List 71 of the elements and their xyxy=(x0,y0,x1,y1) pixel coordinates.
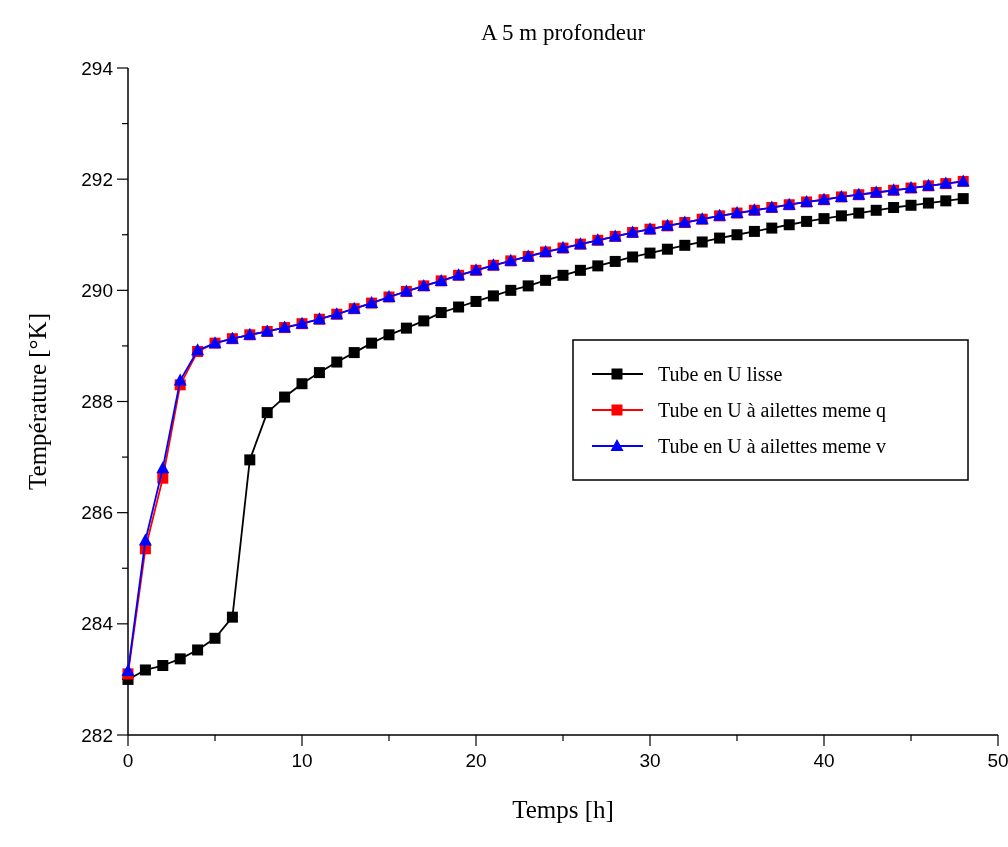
y-tick-label: 292 xyxy=(81,168,113,190)
y-tick-label: 282 xyxy=(81,724,113,746)
point xyxy=(853,207,865,219)
x-tick-label: 50 xyxy=(987,750,1008,771)
y-tick-label: 286 xyxy=(81,502,113,524)
point xyxy=(192,644,204,656)
point xyxy=(574,264,586,276)
point xyxy=(540,274,552,286)
point xyxy=(766,222,778,234)
point xyxy=(261,407,273,419)
legend-label: Tube en U à ailettes meme q xyxy=(658,399,887,422)
point xyxy=(505,284,517,296)
y-axis-title: Température [°K] xyxy=(24,313,51,490)
point xyxy=(121,664,135,677)
point xyxy=(400,322,412,334)
point xyxy=(905,199,917,211)
point xyxy=(173,373,187,386)
point xyxy=(174,653,186,665)
point xyxy=(138,533,152,546)
point xyxy=(279,391,291,403)
point xyxy=(522,280,534,292)
point xyxy=(209,632,221,644)
x-tick-label: 40 xyxy=(813,750,835,771)
point xyxy=(366,337,378,349)
point xyxy=(331,356,343,368)
point xyxy=(557,269,569,281)
point xyxy=(835,210,847,222)
point xyxy=(731,229,743,241)
point xyxy=(313,367,325,379)
chart-title: A 5 m profondeur xyxy=(480,20,646,45)
point xyxy=(348,347,360,359)
y-tick-label: 294 xyxy=(81,57,114,79)
point xyxy=(818,213,830,225)
point xyxy=(696,236,708,248)
point xyxy=(748,225,760,237)
point xyxy=(801,215,813,227)
point xyxy=(470,295,482,307)
x-tick-label: 20 xyxy=(465,750,487,771)
x-axis-title: Temps [h] xyxy=(512,796,614,823)
point xyxy=(157,660,169,672)
y-tick-label: 284 xyxy=(81,613,114,635)
y-tick-label: 290 xyxy=(81,279,113,301)
point xyxy=(592,260,604,272)
point xyxy=(661,243,673,255)
point xyxy=(139,664,151,676)
point xyxy=(244,454,256,466)
point xyxy=(383,329,395,341)
x-tick-label: 30 xyxy=(639,750,661,771)
point xyxy=(156,461,170,474)
point xyxy=(888,202,900,214)
point xyxy=(679,239,691,251)
x-tick-label: 10 xyxy=(291,750,313,771)
point xyxy=(627,251,639,263)
y-tick-label: 288 xyxy=(81,391,113,413)
point xyxy=(714,232,726,244)
point xyxy=(453,301,465,313)
point xyxy=(922,197,934,209)
point xyxy=(226,611,238,623)
point xyxy=(435,307,447,319)
point xyxy=(418,315,430,327)
legend-label: Tube en U lisse xyxy=(658,363,783,385)
legend-label: Tube en U à ailettes meme v xyxy=(658,435,887,457)
point xyxy=(487,290,499,302)
point xyxy=(870,204,882,216)
point xyxy=(957,193,969,205)
point xyxy=(644,247,656,259)
point xyxy=(940,195,952,207)
point xyxy=(609,255,621,267)
point xyxy=(296,378,308,390)
point xyxy=(783,219,795,231)
x-tick-label: 0 xyxy=(122,750,134,771)
